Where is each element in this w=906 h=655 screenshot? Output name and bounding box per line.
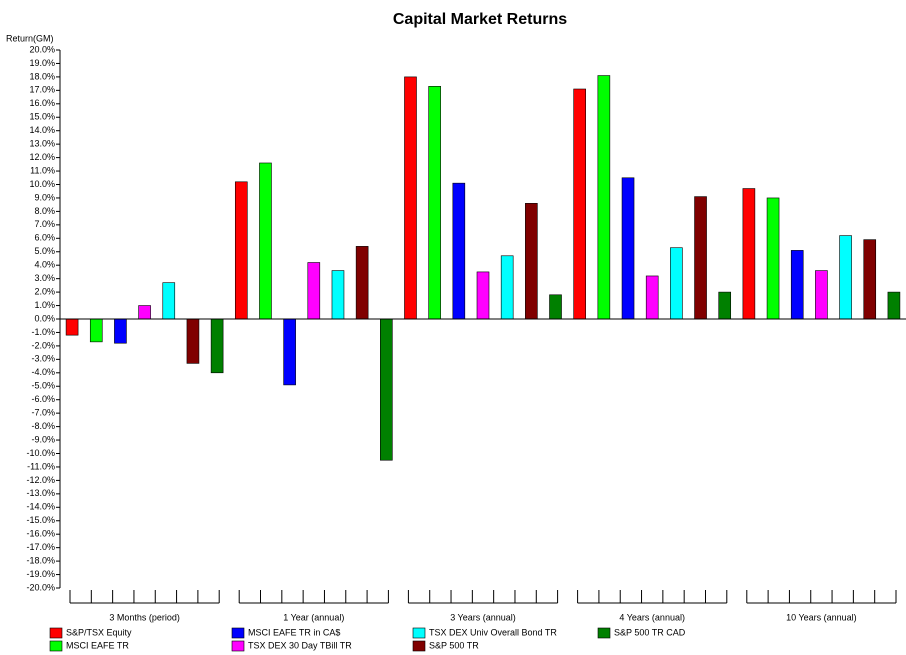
y-tick-label: 3.0% — [34, 273, 55, 283]
bar — [766, 197, 780, 320]
y-tick-label: 12.0% — [29, 152, 55, 162]
y-tick-label: -18.0% — [26, 555, 55, 565]
y-tick-label: -20.0% — [26, 582, 55, 592]
bar — [839, 235, 852, 320]
legend-label: S&P 500 TR CAD — [614, 627, 686, 637]
y-tick-label: -13.0% — [26, 488, 55, 498]
y-tick-label: 15.0% — [29, 112, 55, 122]
x-tick-label: 10 Years (annual) — [786, 612, 857, 622]
y-tick-label: 9.0% — [34, 192, 55, 202]
bar — [476, 271, 490, 320]
y-tick-label: -5.0% — [31, 381, 55, 391]
bar — [283, 318, 296, 386]
y-tick-label: -14.0% — [26, 502, 55, 512]
y-tick-label: -10.0% — [26, 448, 55, 458]
bar — [694, 196, 707, 320]
legend-label: MSCI EAFE TR in CA$ — [248, 627, 340, 637]
y-tick-label: 4.0% — [34, 260, 55, 270]
bar — [887, 291, 901, 320]
bar — [162, 282, 176, 320]
y-tick-label: 6.0% — [34, 233, 55, 243]
y-tick-label: 0.0% — [34, 313, 55, 323]
y-tick-label: 20.0% — [29, 44, 55, 54]
bar — [525, 203, 538, 320]
x-tick-label: 4 Years (annual) — [619, 612, 685, 622]
bar — [815, 270, 828, 320]
y-tick-label: 5.0% — [34, 246, 55, 256]
y-tick-label: -6.0% — [31, 394, 55, 404]
y-tick-label: -2.0% — [31, 340, 55, 350]
bar — [380, 318, 393, 461]
bar — [742, 188, 756, 320]
bar — [404, 76, 417, 320]
y-tick-label: -12.0% — [26, 475, 55, 485]
legend-swatch — [231, 640, 245, 652]
legend-swatch — [49, 627, 63, 639]
bar — [500, 255, 514, 320]
legend-label: MSCI EAFE TR — [66, 640, 129, 650]
y-tick-label: 18.0% — [29, 71, 55, 81]
y-tick-label: -7.0% — [31, 408, 55, 418]
y-tick-label: 11.0% — [30, 165, 55, 175]
bar — [234, 181, 248, 320]
bar — [549, 294, 562, 320]
legend-swatch — [412, 627, 426, 639]
bar — [114, 318, 127, 344]
y-tick-label: -15.0% — [26, 515, 55, 525]
bar — [621, 177, 635, 320]
y-tick-label: 17.0% — [29, 85, 55, 95]
bar — [718, 291, 732, 320]
legend-label: TSX DEX 30 Day TBill TR — [248, 640, 352, 650]
bar — [89, 318, 103, 343]
y-tick-label: -4.0% — [31, 367, 55, 377]
bar — [307, 262, 321, 320]
y-tick-label: -9.0% — [31, 434, 55, 444]
y-tick-label: -11.0% — [27, 461, 55, 471]
legend-swatch — [49, 640, 63, 652]
legend-swatch — [231, 627, 245, 639]
y-tick-label: -8.0% — [31, 421, 55, 431]
x-tick-label: 3 Months (period) — [109, 612, 180, 622]
bar — [790, 250, 804, 320]
x-tick-label: 1 Year (annual) — [283, 612, 344, 622]
bar — [355, 246, 369, 320]
y-tick-label: 14.0% — [29, 125, 55, 135]
x-tick-label: 3 Years (annual) — [450, 612, 516, 622]
y-tick-label: 2.0% — [34, 286, 55, 296]
y-tick-label: 10.0% — [29, 179, 55, 189]
bar — [597, 75, 611, 320]
bar — [138, 305, 151, 320]
legend-label: S&P 500 TR — [429, 640, 479, 650]
legend-swatch — [412, 640, 426, 652]
y-tick-label: -17.0% — [26, 542, 55, 552]
bar — [65, 318, 79, 336]
bar — [863, 239, 877, 320]
y-tick-label: -1.0% — [31, 327, 55, 337]
bar — [452, 182, 466, 320]
bar — [186, 318, 200, 364]
legend-label: TSX DEX Univ Overall Bond TR — [429, 627, 557, 637]
legend-label: S&P/TSX Equity — [66, 627, 132, 637]
bar — [428, 86, 441, 320]
y-axis-label: Return(GM) — [6, 33, 54, 43]
y-tick-label: 1.0% — [34, 300, 55, 310]
bar — [645, 275, 659, 320]
y-tick-label: -19.0% — [26, 569, 55, 579]
y-tick-label: 16.0% — [29, 98, 55, 108]
y-tick-label: 19.0% — [29, 58, 55, 68]
bar — [331, 270, 345, 320]
y-tick-label: -3.0% — [31, 354, 55, 364]
bar — [573, 88, 586, 320]
bar — [259, 162, 272, 320]
y-tick-label: 7.0% — [34, 219, 55, 229]
bar — [210, 318, 224, 374]
chart-title: Capital Market Returns — [393, 11, 567, 28]
bar — [670, 247, 683, 320]
y-tick-label: 8.0% — [34, 206, 55, 216]
y-tick-label: -16.0% — [26, 529, 55, 539]
y-tick-label: 13.0% — [29, 139, 55, 149]
legend-swatch — [597, 627, 611, 639]
